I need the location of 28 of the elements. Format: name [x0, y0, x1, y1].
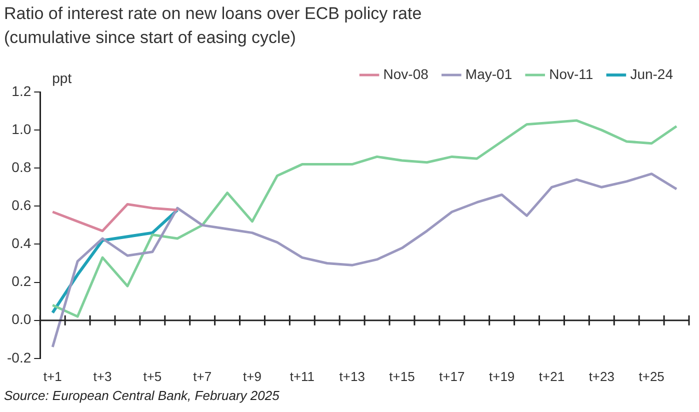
x-tick-label: t+17	[439, 368, 465, 384]
y-tick-label: 1.0	[12, 120, 32, 137]
legend-label: Nov-11	[549, 66, 594, 82]
legend-label: May-01	[465, 66, 512, 82]
y-tick-label: 1.2	[12, 82, 32, 99]
x-tick-label: t+5	[143, 368, 162, 384]
y-tick-label: -0.2	[7, 349, 32, 366]
y-axis-title: ppt	[52, 70, 72, 86]
source-note: Source: European Central Bank, February 2025	[4, 388, 280, 403]
y-tick-label: 0.8	[12, 158, 32, 175]
legend-label: Jun-24	[630, 66, 674, 82]
y-tick-label: 0.0	[12, 311, 32, 328]
x-tick-label: t+7	[193, 368, 212, 384]
y-tick-label: 0.4	[12, 235, 32, 252]
legend-label: Nov-08	[383, 66, 429, 82]
x-tick-label: t+25	[638, 368, 664, 384]
chart-title: Ratio of interest rate on new loans over ECB policy rate (cumulative since start of easing cycle)	[4, 3, 422, 49]
x-tick-label: t+9	[243, 368, 262, 384]
x-tick-label: t+21	[538, 368, 565, 384]
x-tick-label: t+13	[339, 368, 365, 384]
x-tick-label: t+1	[43, 368, 62, 384]
x-tick-label: t+15	[389, 368, 415, 384]
x-tick-label: t+19	[488, 368, 515, 384]
y-tick-label: 0.2	[12, 273, 32, 290]
x-tick-label: t+11	[290, 368, 315, 384]
x-tick-label: t+23	[588, 368, 614, 384]
x-tick-label: t+3	[93, 368, 112, 384]
y-tick-label: 0.6	[12, 197, 32, 214]
